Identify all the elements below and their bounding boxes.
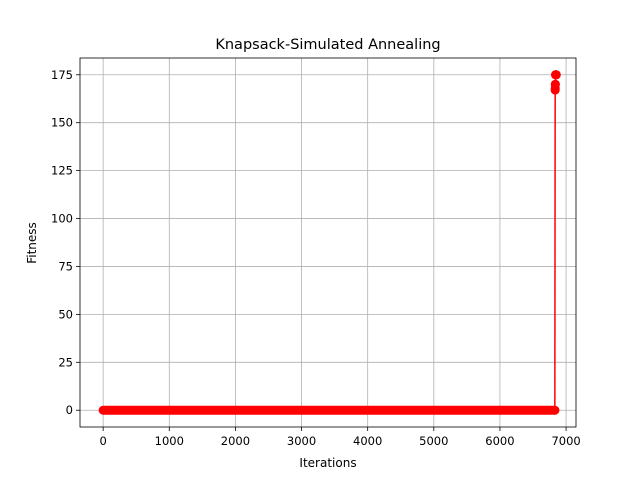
- y-tick-label: 125: [51, 164, 73, 178]
- data-point: [551, 70, 561, 80]
- y-tick-label: 100: [51, 212, 73, 226]
- data-point: [550, 79, 560, 89]
- chart-title: Knapsack-Simulated Annealing: [215, 37, 440, 53]
- y-tick-label: 0: [66, 403, 73, 417]
- x-tick-label: 3000: [287, 434, 316, 448]
- series-fitness: [98, 70, 561, 415]
- plot-frame: [79, 57, 577, 428]
- y-tick-label: 175: [51, 68, 73, 82]
- y-tick-label: 50: [58, 307, 73, 321]
- x-tick-label: 6000: [485, 434, 514, 448]
- y-tick-label: 150: [51, 116, 73, 130]
- data-point: [550, 405, 560, 415]
- y-axis-ticks: 0 25 50 75 100 125 150 175: [51, 68, 80, 417]
- x-axis-ticks: 0 1000 2000 3000 4000 5000 6000 7000: [99, 427, 581, 448]
- x-tick-label: 0: [99, 434, 106, 448]
- x-tick-label: 5000: [419, 434, 448, 448]
- y-tick-label: 75: [58, 259, 73, 273]
- x-tick-label: 7000: [551, 434, 580, 448]
- y-tick-label: 25: [58, 355, 73, 369]
- y-axis-label: Fitness: [25, 222, 39, 264]
- x-tick-label: 1000: [155, 434, 184, 448]
- x-tick-label: 2000: [221, 434, 250, 448]
- x-axis-label: Iterations: [299, 456, 356, 470]
- x-tick-label: 4000: [353, 434, 382, 448]
